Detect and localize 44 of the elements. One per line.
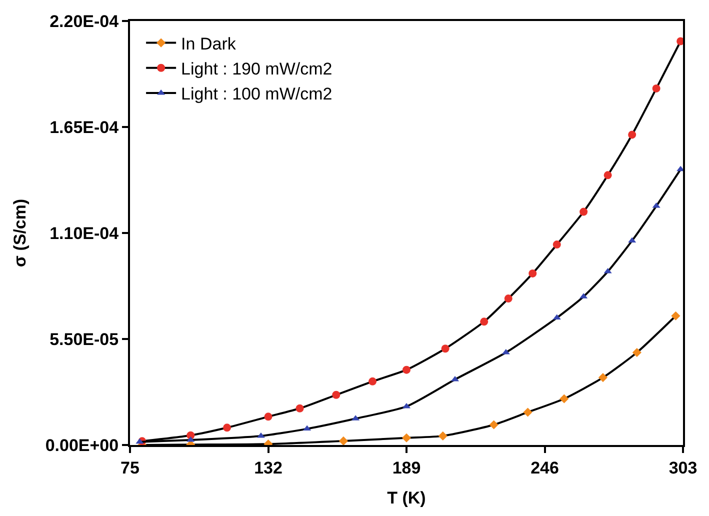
y-axis-title: σ (S/cm) — [10, 198, 30, 268]
point — [652, 84, 660, 92]
point — [441, 344, 450, 353]
x-axis-title: T (K) — [387, 488, 426, 508]
point — [338, 436, 348, 445]
point — [223, 424, 232, 432]
point — [528, 269, 537, 278]
point — [136, 438, 144, 444]
y-tick-label: 0.00E+00 — [45, 436, 119, 455]
point — [504, 294, 512, 303]
x-tick-label: 303 — [668, 458, 698, 478]
point — [402, 366, 410, 374]
point — [552, 240, 561, 249]
point — [368, 377, 377, 386]
point — [604, 171, 612, 180]
point — [264, 412, 272, 421]
x-tick-label: 189 — [392, 458, 421, 478]
legend-label: In Dark — [181, 34, 236, 54]
y-tick-label: 5.50E-05 — [50, 330, 119, 349]
point — [303, 425, 312, 431]
point — [489, 420, 498, 430]
point — [560, 394, 569, 404]
x-tick-label: 132 — [254, 458, 282, 478]
point — [523, 408, 532, 417]
point — [598, 373, 608, 382]
point — [296, 404, 304, 412]
y-tick-label: 2.20E-04 — [50, 12, 120, 31]
point — [332, 390, 340, 399]
legend-label: Light : 190 mW/cm2 — [181, 60, 332, 79]
x-tick-label: 75 — [120, 458, 140, 478]
legend-label: Light : 100 mW/cm2 — [181, 84, 332, 104]
point — [502, 348, 510, 354]
point — [552, 314, 561, 320]
point — [628, 130, 636, 139]
point — [186, 436, 195, 442]
y-tick-label: 1.65E-04 — [50, 118, 120, 137]
point — [580, 208, 588, 216]
point — [632, 348, 642, 358]
point — [438, 431, 448, 440]
x-tick-label: 246 — [530, 458, 559, 478]
point — [480, 318, 488, 326]
point — [671, 311, 680, 320]
point — [402, 433, 412, 442]
y-tick-label: 1.10E-04 — [50, 224, 120, 243]
